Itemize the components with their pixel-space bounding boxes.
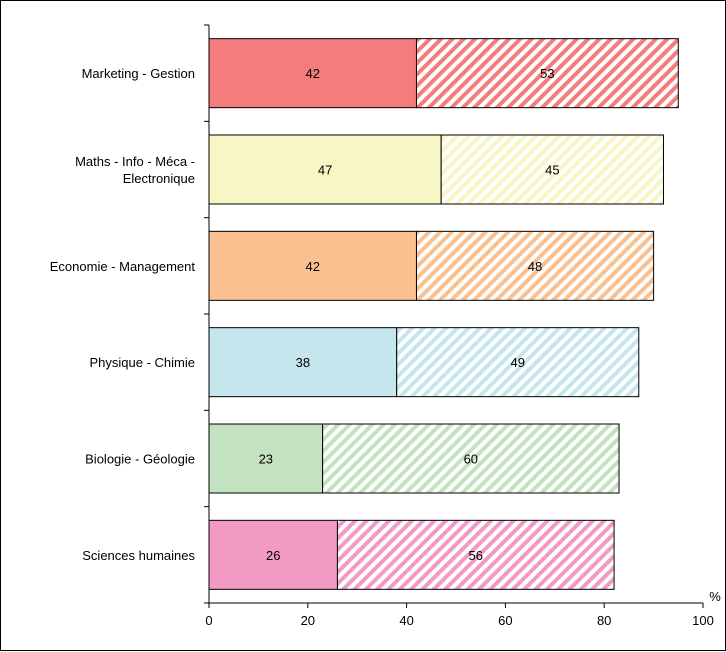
- x-tick-label-4: 80: [597, 613, 611, 628]
- category-label-1: Marketing - Gestion: [82, 66, 195, 81]
- bar-segment-2-2: [440, 134, 664, 205]
- data-label-1-6: 26: [266, 548, 280, 563]
- bar-segment-1-3: [208, 230, 417, 301]
- data-label-1-2: 47: [318, 163, 332, 178]
- axes-group: Marketing - Gestion Maths - Info - Méca -…: [50, 24, 714, 628]
- x-tick-label-0: 0: [205, 613, 212, 628]
- category-label-4: Physique - Chimie: [90, 355, 196, 370]
- data-label-2-3: 48: [528, 259, 542, 274]
- data-label-2-2: 45: [545, 163, 559, 178]
- data-label-1-1: 42: [306, 66, 320, 81]
- bar-segment-1-4: [208, 327, 398, 398]
- x-axis-unit: %: [709, 589, 721, 604]
- data-label-1-4: 38: [296, 355, 310, 370]
- category-label-6: Sciences humaines: [82, 548, 195, 563]
- category-label-3: Economie - Management: [50, 259, 196, 274]
- bar-segment-1-1: [208, 38, 417, 109]
- data-label-2-6: 56: [469, 548, 483, 563]
- x-tick-label-2: 40: [399, 613, 413, 628]
- data-label-1-5: 23: [259, 452, 273, 467]
- bar-segment-2-5: [322, 423, 620, 494]
- category-label-2: Maths - Info - Méca -Electronique: [75, 154, 195, 186]
- bar-segment-2-3: [415, 230, 655, 301]
- bars-group: 42 53 47 45 42 48 38 49 23 60 26 56: [208, 38, 679, 590]
- category-label-5: Biologie - Géologie: [85, 452, 195, 467]
- bar-segment-2-6: [336, 519, 615, 590]
- data-label-2-4: 49: [511, 355, 525, 370]
- data-label-2-1: 53: [540, 66, 554, 81]
- x-tick-label-5: 100: [692, 613, 714, 628]
- bar-segment-1-2: [208, 134, 442, 205]
- data-label-1-3: 42: [306, 259, 320, 274]
- x-tick-label-1: 20: [301, 613, 315, 628]
- bar-segment-2-4: [396, 327, 640, 398]
- data-label-2-5: 60: [464, 452, 478, 467]
- x-tick-label-3: 60: [498, 613, 512, 628]
- bar-segment-2-1: [415, 38, 679, 109]
